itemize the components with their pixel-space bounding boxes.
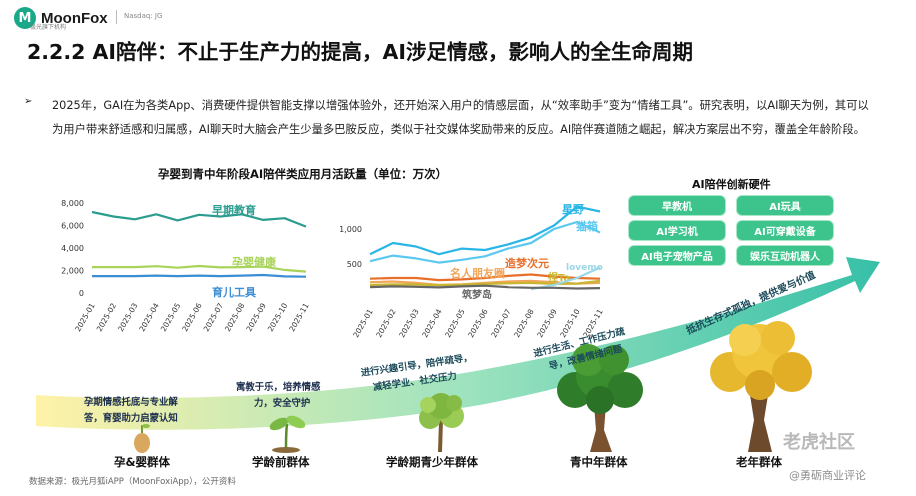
x-tick-label: 2025-05 [443,307,467,339]
hardware-item-learning-machine: AI学习机 [628,220,726,241]
hardware-item-ai-toy: AI玩具 [736,195,834,216]
y-tick-label: 0 [79,289,84,298]
series-label: 筑梦岛 [462,288,492,301]
y-tick-label: 4,000 [61,244,84,253]
x-tick-label: 2025-08 [512,307,536,339]
x-tick-label: 2025-04 [420,307,444,339]
x-tick-label: 2025-08 [223,301,247,333]
stage-label-elder: 老年群体 [736,455,782,469]
brand-name: MoonFox [41,9,108,27]
sapling-tree-icon [419,393,464,453]
sprout-icon [269,415,306,453]
old-tree-icon [710,321,812,452]
x-tick-label: 2025-09 [535,307,559,339]
growth-arrow [36,257,880,430]
series-line-星野 [369,205,601,256]
stage-label-infant: 孕&婴群体 [114,455,171,469]
hardware-item-e-pet: AI电子宠物产品 [628,245,726,266]
series-line-造梦次元 [369,273,601,282]
seed-icon [134,424,150,453]
page-title: 2.2.2 AI陪伴：不止于生产力的提高，AI涉足情感，影响人的全生命周期 [27,40,693,64]
x-tick-label: 2025-01 [73,301,97,333]
x-tick-label: 2025-11 [287,301,311,333]
bullet-arrow-icon: ➢ [24,96,33,107]
stage-label-adult: 青中年群体 [570,455,628,469]
series-line-早期教育 [91,210,307,228]
series-label: 育儿工具 [212,285,256,299]
series-label: 猫箱 [576,219,598,233]
y-tick-label: 500 [347,260,362,269]
series-label: 孕婴健康 [232,255,277,269]
nasdaq-ticker: Nasdaq: JG [124,12,163,20]
left-line-chart: 02,0004,0006,0008,0002025-012025-022025-… [61,199,311,333]
x-tick-label: 2025-06 [180,301,204,333]
y-tick-label: 2,000 [61,267,84,276]
x-tick-label: 2025-02 [374,307,398,339]
series-label: 早期教育 [212,203,256,217]
y-tick-label: 1,000 [339,225,362,234]
x-tick-label: 2025-10 [266,301,290,333]
stage-desc-line: 孕期情感托底与专业解 [84,397,178,408]
watermark-author: @勇砺商业评论 [789,469,866,482]
series-label: 星野 [562,203,584,216]
x-tick-label: 2025-03 [116,301,140,333]
x-tick-label: 2025-05 [159,301,183,333]
moonfox-logo-icon: M [14,7,36,29]
moonfox-logo: M MoonFox [14,7,108,29]
x-tick-label: 2025-06 [466,307,490,339]
mature-tree-icon [557,344,643,452]
y-tick-label: 8,000 [61,199,84,208]
stage-desc-line: 答，育婴助力启蒙认知 [84,413,178,424]
intro-paragraph: 2025年，GAI在为各类App、消费硬件提供智能支撑以增强体验外，还开始深入用… [52,99,869,136]
series-label: 名人朋友圈 [450,266,505,280]
series-line-猫箱 [369,220,601,264]
hardware-item-early-education: 早教机 [628,195,726,216]
x-tick-label: 2025-07 [202,301,226,333]
hardware-item-robot: 娱乐互动机器人 [736,245,834,266]
series-line-孕婴健康 [92,264,307,273]
x-tick-label: 2025-02 [95,301,119,333]
x-tick-label: 2025-01 [351,307,375,339]
hardware-title: AI陪伴创新硬件 [692,178,771,191]
x-tick-label: 2025-04 [137,301,161,333]
data-source-note: 数据来源：极光月狐iAPP（MoonFoxiApp），公开资料 [29,477,236,487]
x-tick-label: 2025-07 [489,307,513,339]
series-label: 造梦次元 [505,256,549,270]
series-line-筑梦岛 [369,284,601,290]
series-label: lovemo [566,263,603,273]
stage-desc-preschool: 寓教于乐，培养情感 力，安全守护 [236,380,320,412]
header-divider [116,10,117,24]
x-tick-label: 2025-03 [397,307,421,339]
stage-desc-line: 力，安全守护 [254,398,311,409]
hardware-item-wearable: AI可穿戴设备 [736,220,834,241]
stage-desc-line: 寓教于乐，培养情感 [236,382,321,393]
watermark-tiger-community: 老虎社区 [783,432,855,453]
series-line-育儿工具 [92,273,307,278]
stage-label-preschool: 学龄前群体 [252,455,310,469]
x-tick-label: 2025-09 [244,301,268,333]
y-tick-label: 6,000 [61,222,84,231]
stage-desc-infant: 孕期情感托底与专业解 答，育婴助力启蒙认知 [84,395,178,427]
stage-label-teen: 学龄期青少年群体 [386,455,478,469]
brand-subtitle: 极光旗下机构 [30,24,67,31]
chart-title: 孕婴到青中年阶段AI陪伴类应用月活跃量（单位：万次） [158,167,448,181]
